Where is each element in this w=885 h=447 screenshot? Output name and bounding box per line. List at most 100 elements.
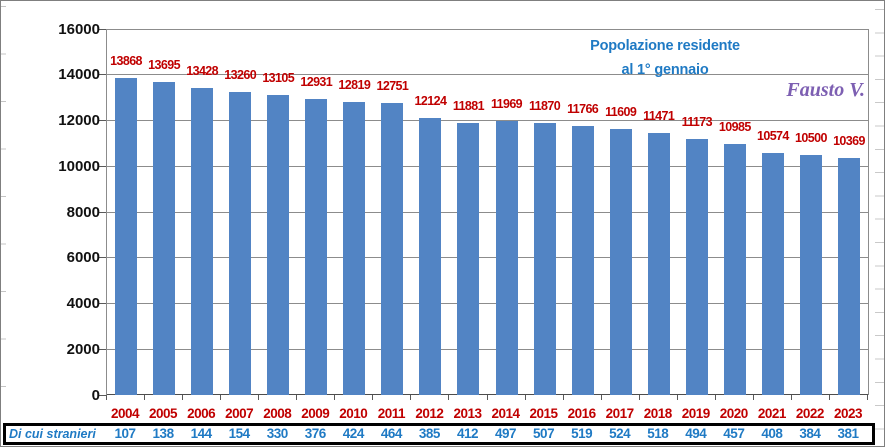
x-axis-tick xyxy=(410,395,412,400)
bar-value-label: 11969 xyxy=(490,97,523,112)
foreigners-value: 524 xyxy=(609,426,631,441)
foreigners-value: 384 xyxy=(799,426,821,441)
foreigners-value: 107 xyxy=(114,426,137,441)
worksheet-row-lines-left xyxy=(1,6,6,418)
population-bar xyxy=(267,95,290,395)
foreigners-value: 518 xyxy=(647,426,669,441)
bar-value-label: 10500 xyxy=(795,130,827,145)
foreigners-value: 412 xyxy=(456,426,479,441)
x-axis-tick xyxy=(676,395,678,400)
year-label: 2018 xyxy=(643,406,673,421)
year-label: 2008 xyxy=(263,406,292,421)
y-axis-tick-label: 8000 xyxy=(66,203,100,221)
bar-value-label: 10369 xyxy=(833,133,865,148)
x-axis-line xyxy=(107,394,868,395)
year-label: 2011 xyxy=(377,406,406,421)
chart-title-line2: al 1° gennaio xyxy=(621,62,709,78)
population-bar xyxy=(115,77,138,395)
bar-value-label: 10985 xyxy=(718,119,751,134)
year-label: 2019 xyxy=(681,406,711,421)
gridline xyxy=(107,257,868,259)
year-label: 2017 xyxy=(605,406,635,421)
population-bar xyxy=(191,87,214,395)
population-bar xyxy=(229,91,252,395)
y-axis-tick-label: 6000 xyxy=(66,249,100,267)
chart-title-line1: Popolazione residente xyxy=(590,38,740,54)
x-axis-tick xyxy=(828,395,830,400)
bar-value-label: 11870 xyxy=(529,99,561,114)
x-axis-tick xyxy=(296,395,298,400)
population-bar xyxy=(381,103,404,395)
population-bar xyxy=(305,99,328,395)
foreigners-value: 497 xyxy=(495,426,517,441)
gridline xyxy=(107,211,868,213)
bar-value-label: 11471 xyxy=(643,108,675,123)
foreigners-value: 507 xyxy=(533,426,555,441)
year-label: 2023 xyxy=(833,406,863,421)
x-axis-tick xyxy=(600,395,602,400)
chart-title: Popolazione residente al 1° gennaio xyxy=(521,34,809,82)
year-label: 2012 xyxy=(415,406,444,421)
worksheet-row-lines-right xyxy=(875,9,884,443)
year-label: 2014 xyxy=(491,406,520,421)
x-axis-tick xyxy=(372,395,374,400)
x-axis-tick xyxy=(106,395,107,400)
population-bar xyxy=(685,139,708,395)
population-bar xyxy=(153,81,176,395)
x-axis-tick xyxy=(752,395,754,400)
year-label: 2007 xyxy=(225,406,254,421)
y-axis-tick-label: 2000 xyxy=(66,340,100,358)
x-axis-tick xyxy=(486,395,488,400)
x-axis-tick xyxy=(258,395,260,400)
bar-value-label: 13868 xyxy=(110,53,142,68)
bar-value-label: 11173 xyxy=(681,115,713,130)
foreigners-value: 424 xyxy=(342,426,365,441)
year-label: 2020 xyxy=(719,406,749,421)
bar-value-label: 12751 xyxy=(376,79,409,94)
foreigners-value: 330 xyxy=(266,426,289,441)
population-bar xyxy=(571,125,594,395)
gridline xyxy=(107,348,868,350)
population-bar xyxy=(495,121,518,395)
foreigners-value: 494 xyxy=(685,426,707,441)
bar-value-label: 12931 xyxy=(300,75,333,90)
y-axis-tick-label: 12000 xyxy=(58,112,100,129)
year-label: 2005 xyxy=(149,406,178,421)
foreigners-value: 144 xyxy=(190,426,213,441)
year-label: 2013 xyxy=(453,406,482,421)
x-axis-tick xyxy=(334,395,336,400)
year-label: 2015 xyxy=(529,406,559,421)
y-axis-tick xyxy=(99,120,106,121)
y-axis-tick-label: 16000 xyxy=(58,20,100,38)
x-axis-tick xyxy=(562,395,564,400)
foreigners-value: 138 xyxy=(152,426,175,441)
y-axis-tick-label: 10000 xyxy=(58,157,100,175)
year-label: 2010 xyxy=(339,406,368,421)
x-axis-tick xyxy=(448,395,450,400)
author-signature: Fausto V. xyxy=(786,79,865,101)
year-label: 2004 xyxy=(110,406,140,421)
foreigners-row-label: Di cui stranieri xyxy=(9,427,96,441)
population-bar xyxy=(609,129,632,395)
year-label: 2009 xyxy=(301,406,330,421)
x-axis-tick xyxy=(144,395,146,400)
bar-value-label: 13260 xyxy=(224,67,257,82)
y-axis-tick-label: 14000 xyxy=(58,66,100,84)
y-axis-tick-label: 0 xyxy=(91,386,100,404)
foreigners-table-row xyxy=(3,423,875,445)
y-axis-tick-label: 4000 xyxy=(66,295,100,312)
y-axis-tick xyxy=(99,257,106,259)
plot-area: 13868 13695 13428 13260 13105 12931 12819 12751… xyxy=(106,28,869,395)
x-axis-tick xyxy=(714,395,716,400)
y-axis-tick xyxy=(99,303,106,304)
y-axis-tick xyxy=(99,28,106,30)
population-bar xyxy=(837,157,860,395)
x-axis-tick xyxy=(638,395,640,400)
bar-value-label: 12819 xyxy=(338,77,371,92)
year-label: 2022 xyxy=(795,406,825,421)
population-bar xyxy=(799,154,822,395)
year-label: 2006 xyxy=(187,406,216,421)
foreigners-value: 457 xyxy=(723,426,745,441)
year-label: 2016 xyxy=(567,406,597,421)
